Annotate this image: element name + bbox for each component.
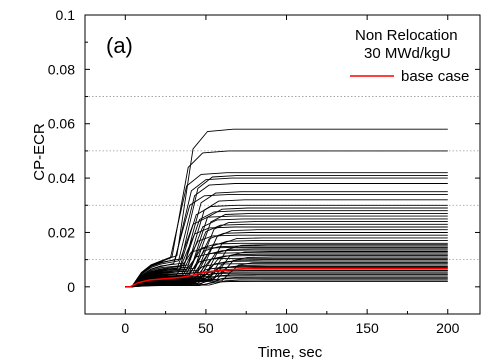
annotation-line-1: Non Relocation: [355, 27, 458, 44]
y-tick-label: 0: [67, 279, 75, 295]
x-tick-label: 0: [121, 320, 129, 336]
annotation-line-2: 30 MWd/kgU: [364, 45, 451, 62]
x-tick-label: 50: [198, 320, 214, 336]
tick-labels: 0 50 100 150 200 0 0.02 0.04 0.06 0.08 0.1: [48, 7, 460, 336]
panel-label: (a): [106, 33, 133, 58]
base-case-series: [125, 267, 448, 288]
legend-label: base case: [401, 68, 469, 85]
y-tick-label: 0.08: [48, 61, 75, 77]
base-case-line: [125, 267, 448, 288]
sample-runs: [125, 128, 448, 288]
y-axis-label: CP-ECR: [31, 123, 48, 181]
y-tick-label: 0.06: [48, 116, 75, 132]
y-tick-label: 0.04: [48, 170, 75, 186]
x-tick-label: 200: [436, 320, 460, 336]
y-tick-label: 0.02: [48, 224, 75, 240]
y-tick-label: 0.1: [56, 7, 76, 23]
x-axis-label: Time, sec: [258, 344, 323, 361]
axes: [84, 14, 481, 315]
x-tick-label: 100: [275, 320, 299, 336]
x-tick-label: 150: [355, 320, 379, 336]
sample-run-line: [125, 280, 448, 288]
plot-frame: [84, 14, 481, 315]
